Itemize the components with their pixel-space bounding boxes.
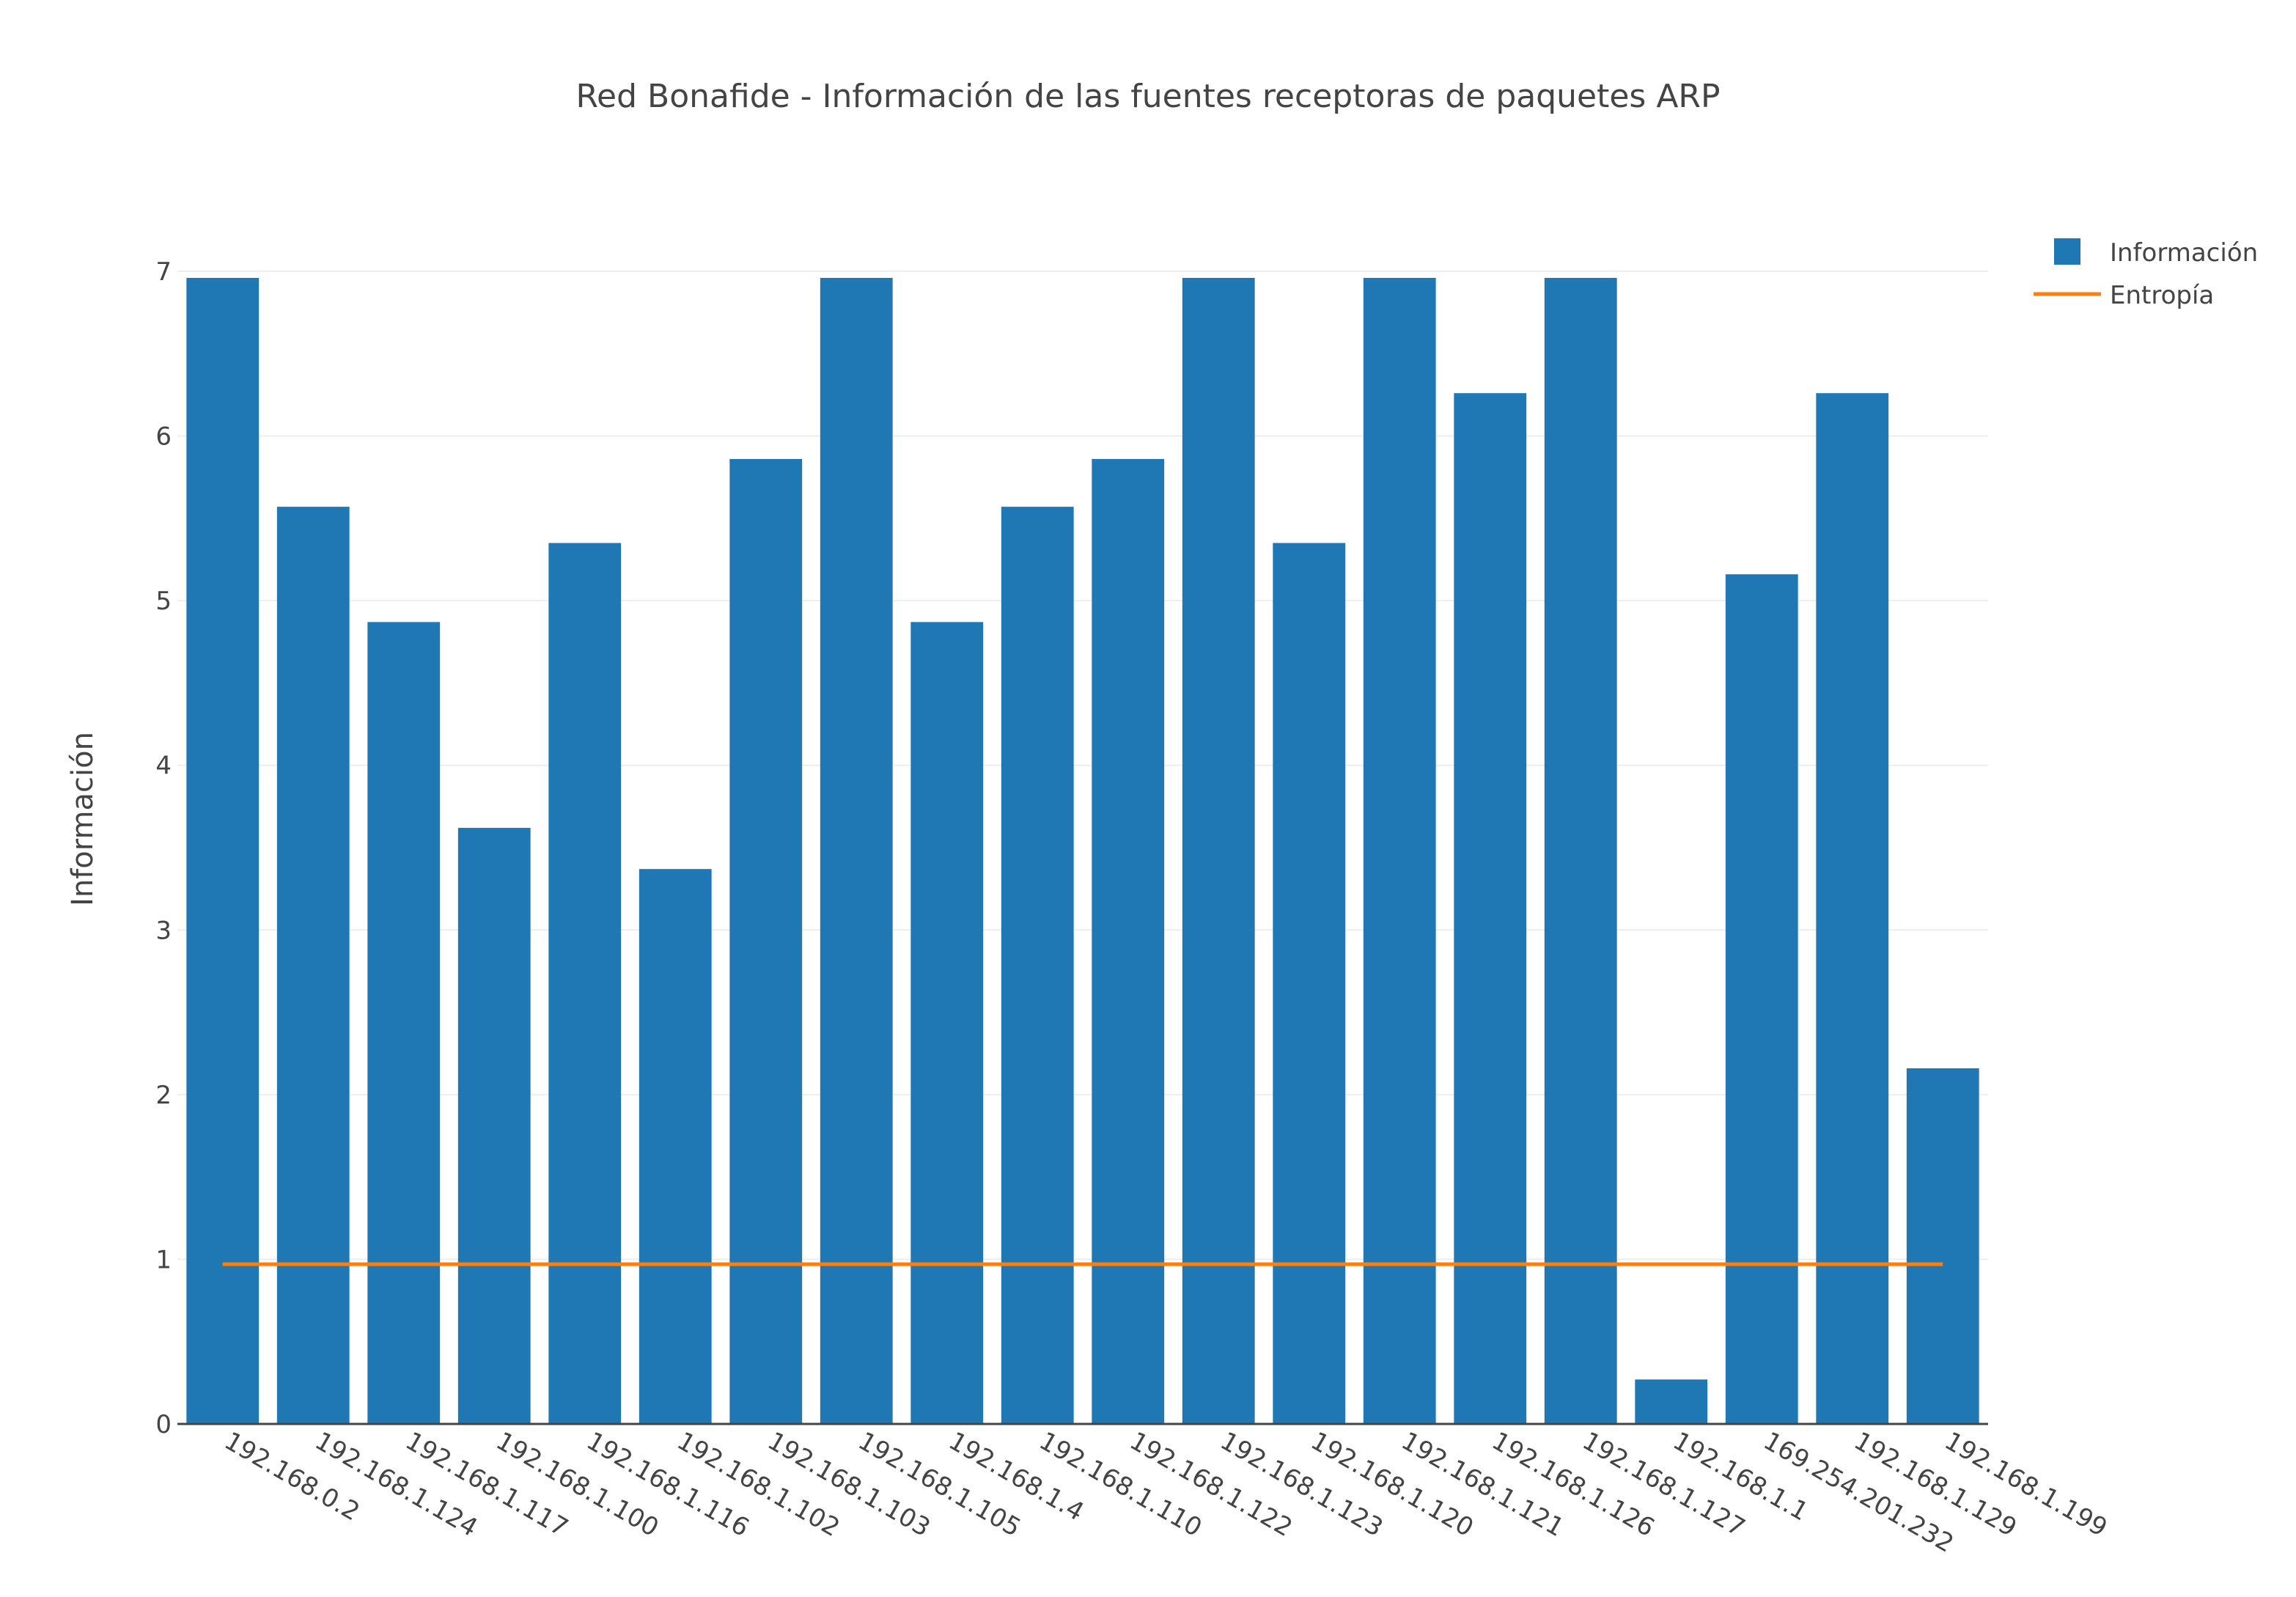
bar[interactable]: [1001, 507, 1074, 1424]
bar[interactable]: [1816, 393, 1889, 1424]
legend-item-entropia[interactable]: Entropía: [2034, 281, 2214, 310]
bar[interactable]: [1363, 277, 1436, 1424]
bar[interactable]: [457, 828, 531, 1424]
bar[interactable]: [729, 459, 803, 1424]
y-tick-label: 5: [155, 587, 172, 616]
bar[interactable]: [1635, 1379, 1708, 1424]
bar[interactable]: [1544, 277, 1617, 1424]
legend-item-informacion[interactable]: Información: [2054, 238, 2258, 268]
legend[interactable]: Información Entropía: [2034, 238, 2258, 310]
y-tick-label: 7: [155, 257, 172, 287]
y-axis-ticks: 0 1 2 3 4 5 6 7: [155, 257, 172, 1439]
gridlines: [177, 271, 1988, 1260]
legend-label-entropia: Entropía: [2110, 281, 2214, 310]
bar[interactable]: [548, 543, 622, 1424]
bar[interactable]: [820, 277, 893, 1424]
y-tick-label: 0: [155, 1410, 172, 1439]
chart-title: Red Bonafide - Información de las fuente…: [575, 78, 1720, 115]
bar[interactable]: [367, 622, 441, 1424]
bar[interactable]: [1906, 1068, 1979, 1424]
y-tick-label: 1: [155, 1245, 172, 1274]
y-axis-title: Información: [66, 732, 100, 906]
x-axis-ticks: 192.168.0.2192.168.1.124192.168.1.117192…: [219, 1426, 2112, 1559]
bar[interactable]: [910, 622, 984, 1424]
bar[interactable]: [186, 277, 260, 1424]
y-tick-label: 6: [155, 422, 172, 452]
bar[interactable]: [1273, 543, 1346, 1424]
bar[interactable]: [1182, 277, 1255, 1424]
bar[interactable]: [1725, 574, 1798, 1424]
legend-label-informacion: Información: [2110, 238, 2258, 268]
bar[interactable]: [1092, 459, 1165, 1424]
legend-swatch-informacion: [2054, 238, 2080, 265]
y-tick-label: 3: [155, 916, 172, 945]
bar-series: [186, 277, 1979, 1424]
bar[interactable]: [276, 507, 350, 1424]
bar[interactable]: [1454, 393, 1527, 1424]
y-tick-label: 4: [155, 752, 172, 781]
y-tick-label: 2: [155, 1081, 172, 1110]
bar[interactable]: [639, 869, 712, 1424]
